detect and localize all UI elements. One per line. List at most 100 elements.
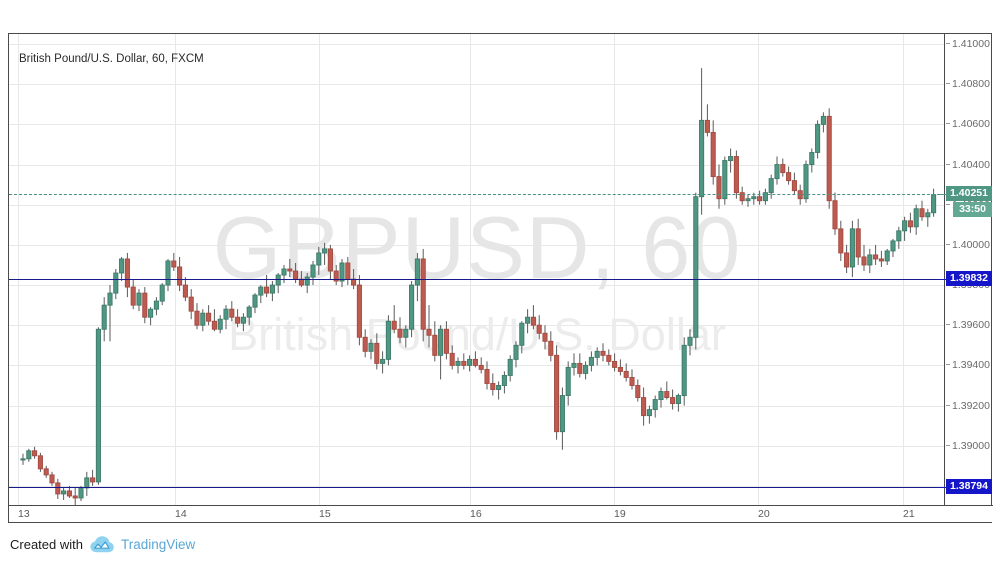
candlestick-bar xyxy=(861,244,867,271)
tick-dash xyxy=(946,43,950,44)
price-axis-tick: 1.39400 xyxy=(945,359,992,371)
price-axis-tick: 1.40000 xyxy=(945,239,992,251)
candlestick-bar xyxy=(20,453,26,465)
price-scale[interactable]: 1.410001.408001.406001.404001.402001.400… xyxy=(940,34,992,506)
candlestick-bar xyxy=(658,387,664,408)
candlestick-bar xyxy=(345,256,351,286)
tick-dash xyxy=(946,244,950,245)
candlestick-bar xyxy=(849,220,855,278)
tick-dash xyxy=(946,204,950,205)
last-price-line[interactable] xyxy=(9,194,945,195)
bar-countdown-badge[interactable]: 33:50 xyxy=(953,202,992,217)
candlestick-bar xyxy=(246,305,252,326)
candlestick-bar xyxy=(72,486,78,506)
candlestick-bar xyxy=(130,279,136,310)
candlestick-bar xyxy=(55,478,61,499)
candlestick-bar xyxy=(716,164,722,209)
time-axis-tick-label: 20 xyxy=(758,508,770,520)
price-axis-tick: 1.41000 xyxy=(945,38,992,50)
candlestick-bar xyxy=(733,150,739,199)
candlestick-bar xyxy=(768,174,774,199)
time-axis-tick-label: 19 xyxy=(614,508,626,520)
tick-dash xyxy=(946,164,950,165)
candlestick-bar xyxy=(420,248,426,342)
candlestick-bar xyxy=(461,353,467,370)
candlestick-bar xyxy=(327,244,333,280)
candlestick-bar xyxy=(815,120,821,159)
candlestick-bar xyxy=(507,355,513,382)
candlestick-bar xyxy=(281,264,287,284)
upper-level-badge[interactable]: 1.39832 xyxy=(946,271,992,286)
candlestick-bar xyxy=(728,148,734,173)
time-axis-tick-label: 13 xyxy=(18,508,30,520)
support-line[interactable] xyxy=(9,487,945,488)
candlestick-bar xyxy=(443,321,449,360)
candlestick-bar xyxy=(374,333,380,370)
grid-line-vertical xyxy=(470,34,471,506)
candlestick-bar xyxy=(211,309,217,332)
candlestick-bar xyxy=(896,226,902,249)
candlestick-bar xyxy=(565,361,571,406)
candlestick-bar xyxy=(223,305,229,330)
candlestick-bar xyxy=(414,252,420,302)
grid-line-horizontal xyxy=(9,406,945,407)
candlestick-bar xyxy=(884,248,890,265)
price-axis-tick-label: 1.40400 xyxy=(952,159,990,171)
grid-line-horizontal xyxy=(9,446,945,447)
candlestick-bar xyxy=(907,212,913,233)
candlestick-bar xyxy=(95,327,101,485)
candlestick-bar xyxy=(182,277,188,302)
resistance-line[interactable] xyxy=(9,279,945,280)
candlestick-bar xyxy=(646,405,652,424)
candlestick-bar xyxy=(333,264,339,286)
price-axis-tick-label: 1.39000 xyxy=(952,440,990,452)
candlestick-bar xyxy=(177,256,183,292)
price-axis-tick-label: 1.39200 xyxy=(952,400,990,412)
candlestick-bar xyxy=(745,194,751,207)
candlestick-bar xyxy=(873,244,879,265)
candlestick-bar xyxy=(832,192,838,235)
candlestick-bar xyxy=(293,262,299,284)
candlestick-bar xyxy=(188,289,194,320)
tick-dash xyxy=(946,405,950,406)
candlestick-bar xyxy=(455,357,461,374)
candlestick-bar xyxy=(913,204,919,235)
candlestick-bar xyxy=(159,283,165,306)
candlestick-bar xyxy=(153,297,159,316)
candlestick-bar xyxy=(49,471,55,486)
candlestick-bar xyxy=(275,273,281,294)
candlestick-bar xyxy=(484,361,490,390)
candlestick-bar xyxy=(113,269,119,300)
candlestick-bar xyxy=(780,158,786,177)
grid-line-horizontal xyxy=(9,285,945,286)
grid-line-horizontal xyxy=(9,84,945,85)
candlestick-bar xyxy=(449,345,455,370)
candlestick-bar xyxy=(217,315,223,334)
candlestick-bar xyxy=(142,287,148,324)
time-scale[interactable]: 13 14 15 16 19 20 21 xyxy=(9,505,993,522)
candlestick-bar xyxy=(606,349,612,366)
candlestick-bar xyxy=(820,112,826,133)
candlestick-bar xyxy=(368,339,374,360)
lower-level-badge[interactable]: 1.38794 xyxy=(946,479,992,494)
level-marker xyxy=(940,279,946,280)
price-pane[interactable]: GBPUSD, 60 British Pound/U.S. Dollar Bri… xyxy=(9,34,945,506)
candlestick-bar xyxy=(757,190,763,205)
candlestick-bar xyxy=(391,305,397,334)
candlestick-bar xyxy=(84,471,90,496)
candlestick-bar xyxy=(136,289,142,312)
candlestick-bar xyxy=(148,307,154,326)
candlestick-bar xyxy=(704,104,710,137)
candlestick-bar xyxy=(258,285,264,304)
candlestick-bar xyxy=(124,252,130,298)
grid-line-horizontal xyxy=(9,325,945,326)
candlestick-bar xyxy=(890,238,896,257)
candlestick-bar xyxy=(501,371,507,394)
time-axis-tick-label: 14 xyxy=(175,508,187,520)
candlestick-bar xyxy=(867,248,873,274)
candlestick-bar xyxy=(675,393,681,412)
grid-line-vertical xyxy=(175,34,176,506)
time-axis-tick-label: 16 xyxy=(470,508,482,520)
candlestick-bar xyxy=(687,329,693,356)
last-price-badge[interactable]: 1.40251 xyxy=(946,186,992,201)
